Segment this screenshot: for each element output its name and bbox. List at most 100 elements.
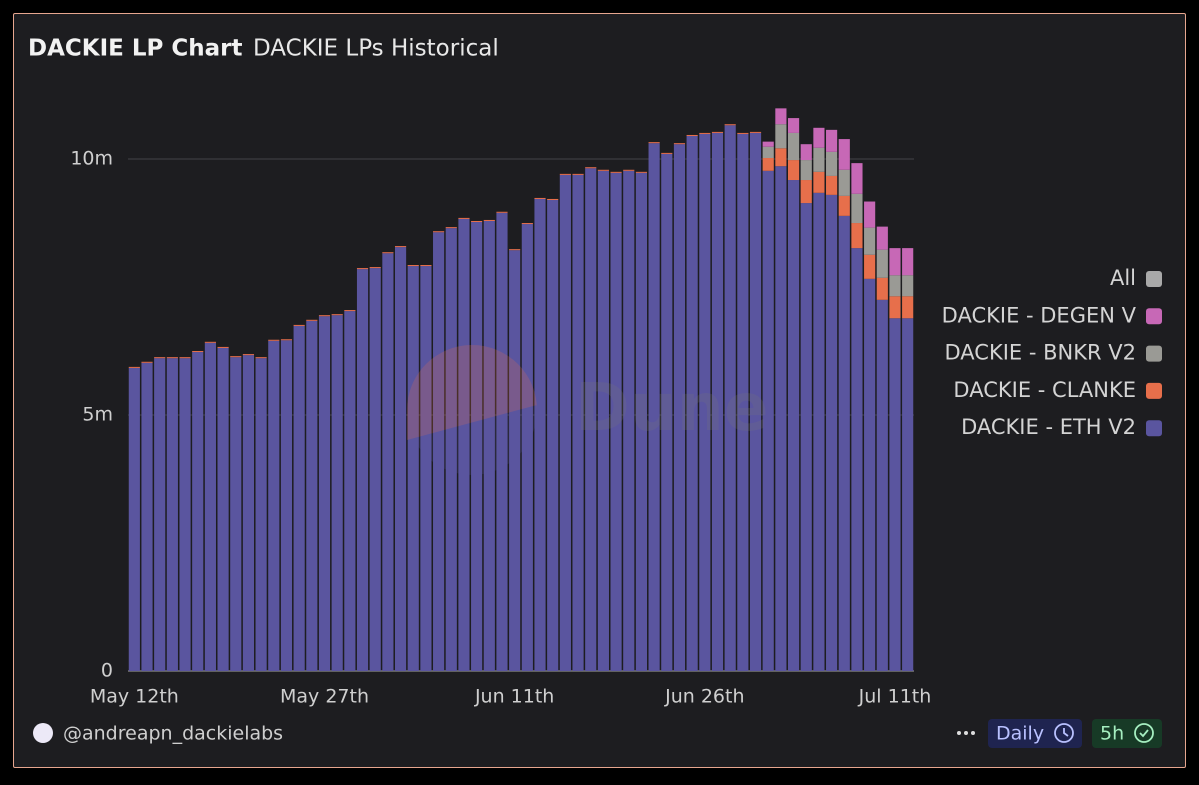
bar-segment — [471, 220, 483, 223]
bar-segment — [420, 265, 432, 267]
bar-segment — [559, 174, 571, 671]
y-tick-label: 5m — [82, 404, 113, 426]
age-badge[interactable] — [1092, 719, 1162, 748]
age-label: 5h — [1100, 723, 1124, 745]
bar-segment — [724, 125, 736, 671]
bar-segment — [673, 144, 686, 672]
bar-segment — [623, 169, 635, 171]
bar-segment — [686, 135, 698, 671]
bar-segment — [356, 269, 369, 671]
bar-segment — [509, 250, 521, 672]
bar-segment — [661, 153, 673, 671]
bar-segment — [902, 296, 914, 319]
bar-segment — [775, 124, 787, 149]
bar-segment — [306, 320, 318, 671]
bar-segment — [876, 277, 888, 300]
bar-segment — [838, 215, 850, 671]
bar-segment — [838, 195, 850, 216]
bar-segment — [521, 224, 533, 671]
bar-segment — [762, 146, 774, 159]
y-tick-label: 0 — [101, 660, 113, 682]
bar-segment — [749, 131, 762, 133]
bar-segment — [889, 275, 901, 297]
bar-segment — [483, 220, 495, 671]
chart-subtitle: DACKIE LPs Historical — [253, 36, 499, 62]
x-tick-label: Jun 11th — [474, 686, 554, 708]
bar-segment — [775, 108, 787, 125]
x-tick-label: Jun 26th — [664, 686, 744, 708]
bar-segment — [433, 232, 445, 671]
bar-segment — [648, 142, 660, 144]
bar-segment — [369, 268, 381, 671]
bar-segment — [255, 357, 267, 359]
bar-segment — [255, 358, 267, 671]
bar-segment — [813, 147, 825, 172]
more-menu[interactable] — [957, 731, 975, 735]
bar-segment — [166, 358, 178, 671]
bar-segment — [445, 227, 457, 229]
author[interactable]: @andreapn_dackielabs — [63, 723, 283, 745]
bar-segment — [826, 175, 838, 195]
bar-segment — [851, 163, 863, 194]
watermark-logo-half — [407, 345, 537, 440]
bar-segment — [394, 247, 407, 671]
bar-segment — [813, 171, 825, 193]
bar-segment — [699, 132, 711, 134]
bar-segment — [800, 203, 812, 671]
bar-segment — [597, 169, 609, 171]
bar-segment — [559, 173, 571, 175]
bar-segment — [585, 167, 597, 169]
bar-segment — [902, 275, 914, 297]
bar-segment — [787, 132, 800, 161]
bar-segment — [635, 172, 648, 671]
bar-segment — [331, 315, 343, 671]
bar-segment — [623, 170, 635, 671]
bar-segment — [344, 311, 356, 671]
legend-label: DACKIE - CLANKE — [953, 378, 1136, 402]
bar-segment — [813, 192, 825, 671]
bar-segment — [293, 325, 305, 671]
dot — [971, 731, 975, 735]
bar-segment — [737, 133, 749, 671]
bar-segment — [610, 171, 622, 173]
bar-segment — [876, 226, 888, 250]
bar-segment — [394, 246, 407, 248]
x-tick-label: May 27th — [280, 686, 369, 708]
bar-segment — [458, 217, 470, 219]
bar-segment — [433, 231, 445, 233]
bar-segment — [268, 340, 280, 671]
bar-segment — [458, 218, 470, 671]
bar-segment — [166, 357, 178, 359]
check-icon — [1134, 723, 1154, 743]
bar-segment — [230, 357, 242, 671]
legend-swatch — [1146, 308, 1162, 325]
bar-segment — [318, 316, 331, 671]
bar-segment — [902, 248, 914, 276]
bar-segment — [597, 170, 609, 671]
bar-segment — [445, 228, 457, 672]
bar-segment — [204, 341, 216, 343]
bar-segment — [800, 160, 812, 181]
bar-segment — [787, 160, 800, 181]
x-tick-label: May 12th — [90, 686, 179, 708]
refresh-label: Daily — [996, 723, 1044, 745]
bar-segment — [382, 253, 394, 672]
bar-segment — [635, 171, 648, 173]
bar-segment — [217, 347, 229, 671]
bar-segment — [864, 254, 876, 279]
bar-segment — [496, 212, 508, 671]
bar-segment — [268, 339, 280, 341]
bar-segment — [699, 133, 711, 671]
bar-segment — [826, 194, 838, 671]
bar-segment — [851, 193, 863, 224]
bar-segment — [141, 362, 153, 671]
bar-segment — [864, 278, 876, 671]
legend-label: DACKIE - BNKR V2 — [944, 341, 1136, 365]
bar-segment — [534, 197, 546, 199]
bar-segment — [369, 267, 381, 269]
bar-segment — [610, 172, 622, 671]
bar-segment — [661, 152, 673, 154]
bar-segment — [141, 361, 153, 363]
bar-segment — [192, 351, 204, 353]
